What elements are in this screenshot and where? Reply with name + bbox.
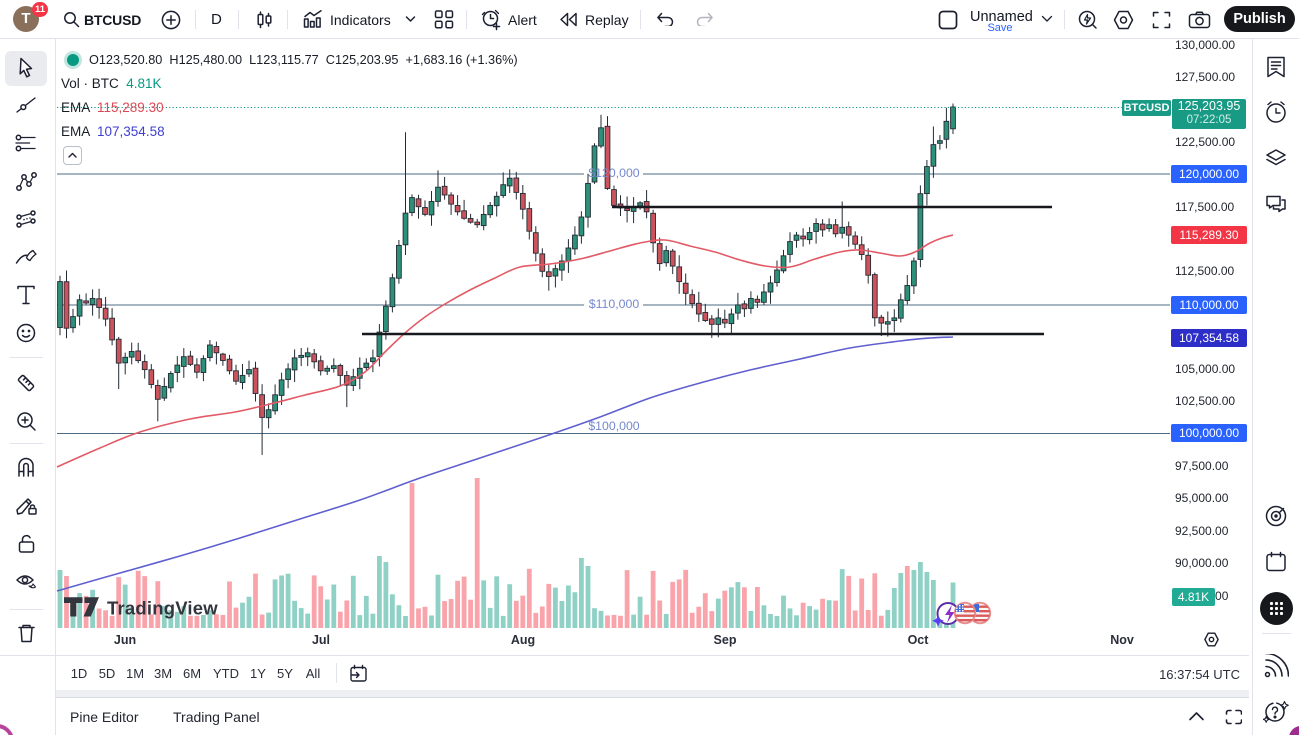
svg-text:TradingView: TradingView xyxy=(107,598,218,619)
